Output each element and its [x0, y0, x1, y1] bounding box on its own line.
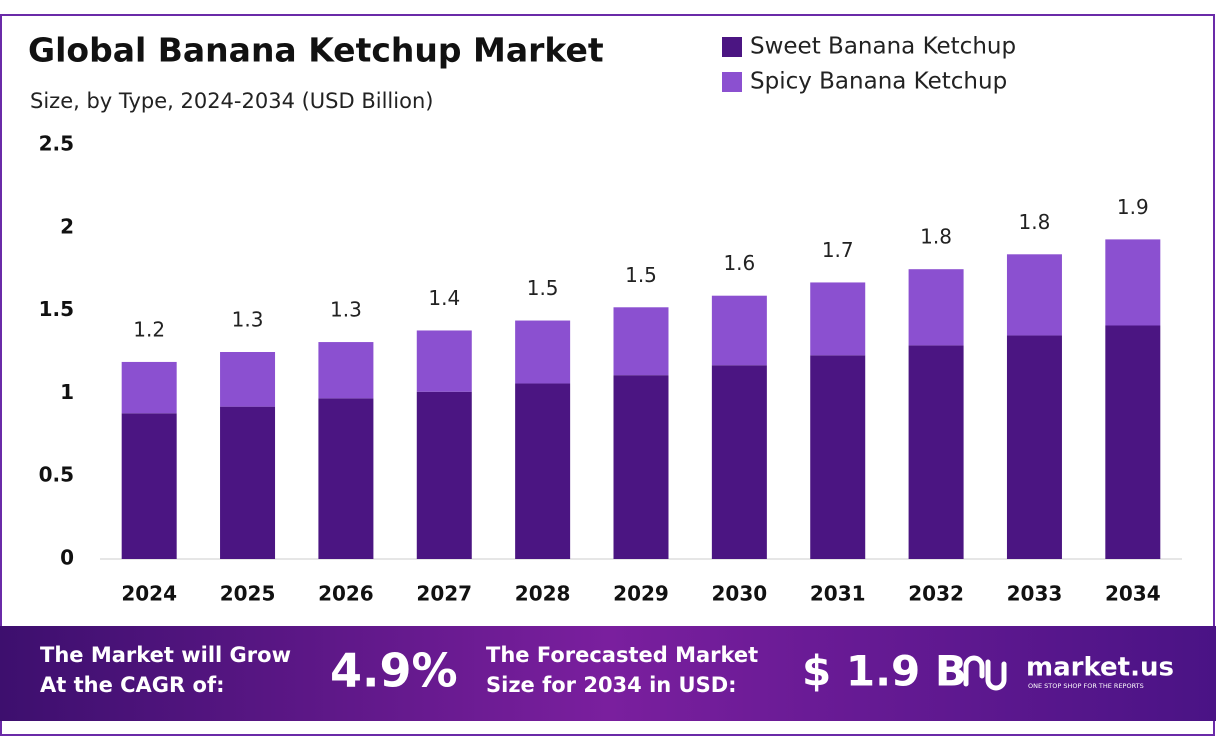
bar-segment [613, 375, 669, 559]
total-label: 1.8 [1019, 210, 1051, 234]
bar-segment [220, 352, 276, 407]
brand-logo [963, 655, 1007, 691]
y-tick-label: 2 [60, 214, 74, 238]
bar-segment [515, 383, 571, 559]
x-tick-label: 2032 [908, 582, 964, 606]
bar-segment [515, 320, 571, 384]
bar-segment [711, 295, 767, 366]
bar-segment [121, 413, 177, 559]
legend-label: Sweet Banana Ketchup [750, 34, 1016, 60]
x-tick-label: 2034 [1105, 582, 1161, 606]
bar-segment [318, 398, 374, 559]
bar-segment [711, 365, 767, 559]
x-tick-label: 2025 [220, 582, 276, 606]
footer-value: $ 1.9 B [802, 647, 967, 696]
footer-band [0, 626, 1216, 721]
bar-segment [416, 391, 472, 559]
brand-name: market.us [1026, 653, 1174, 683]
bar-segment [810, 282, 866, 356]
x-tick-label: 2028 [515, 582, 571, 606]
bar-segment [1105, 239, 1161, 326]
total-label: 1.3 [232, 308, 264, 332]
y-tick-label: 0 [60, 546, 74, 570]
bar-segment [810, 355, 866, 559]
total-label: 1.5 [625, 263, 657, 287]
bar-segment [121, 361, 177, 414]
brand-tagline: ONE STOP SHOP FOR THE REPORTS [1028, 682, 1144, 690]
total-label: 1.9 [1117, 195, 1149, 219]
x-tick-label: 2024 [121, 582, 177, 606]
footer-text: The Market will Grow [40, 643, 291, 667]
y-tick-label: 0.5 [39, 463, 74, 487]
y-tick-label: 1 [60, 380, 74, 404]
bar-segment [220, 406, 276, 559]
bar-segment [908, 345, 964, 559]
footer-text: The Forecasted Market [486, 643, 758, 667]
footer-value: 4.9% [330, 644, 458, 698]
total-label: 1.6 [723, 251, 755, 275]
bar-segment [416, 330, 472, 392]
legend-label: Spicy Banana Ketchup [750, 69, 1007, 95]
bar-segment [1006, 254, 1062, 336]
y-tick-label: 1.5 [39, 297, 74, 321]
total-label: 1.4 [428, 286, 460, 310]
bar-segment [1105, 325, 1161, 559]
bar-segment [613, 307, 669, 376]
x-tick-label: 2030 [712, 582, 768, 606]
total-label: 1.8 [920, 225, 952, 249]
x-tick-label: 2029 [613, 582, 669, 606]
footer-text: Size for 2034 in USD: [486, 673, 737, 697]
x-tick-label: 2033 [1007, 582, 1063, 606]
y-tick-label: 2.5 [39, 132, 74, 156]
bar-segment [908, 269, 964, 346]
total-label: 1.3 [330, 298, 362, 322]
bar-segment [318, 342, 374, 399]
x-tick-label: 2031 [810, 582, 866, 606]
legend-swatch [722, 37, 742, 57]
total-label: 1.7 [822, 238, 854, 262]
chart-subtitle: Size, by Type, 2024-2034 (USD Billion) [30, 89, 433, 113]
chart-title: Global Banana Ketchup Market [28, 31, 604, 70]
legend-swatch [722, 72, 742, 92]
footer-text: At the CAGR of: [40, 673, 225, 697]
bar-segment [1006, 335, 1062, 559]
frame [0, 14, 1215, 736]
total-label: 1.2 [133, 317, 165, 341]
total-label: 1.5 [527, 276, 559, 300]
x-tick-label: 2027 [416, 582, 472, 606]
x-tick-label: 2026 [318, 582, 374, 606]
